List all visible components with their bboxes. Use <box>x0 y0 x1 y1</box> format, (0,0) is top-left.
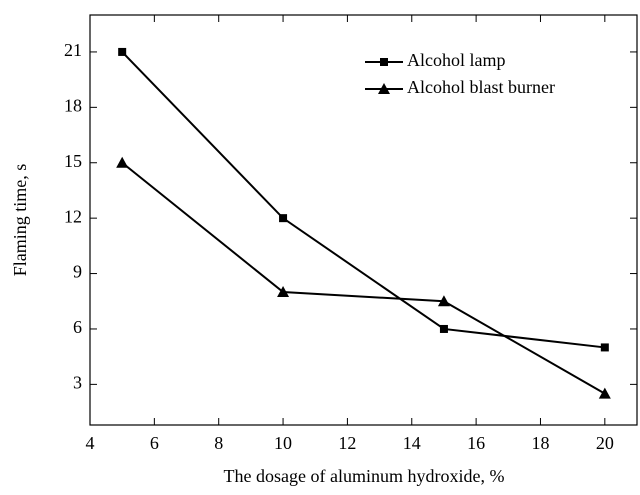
marker <box>279 214 288 223</box>
y-tick-label: 12 <box>64 206 82 226</box>
x-tick-label: 20 <box>596 433 614 453</box>
x-axis-label: The dosage of aluminum hydroxide, % <box>224 466 505 486</box>
legend-label: Alcohol blast burner <box>407 77 555 97</box>
marker <box>437 295 450 307</box>
x-tick-label: 12 <box>338 433 356 453</box>
x-tick-label: 6 <box>150 433 159 453</box>
x-tick-label: 14 <box>403 433 421 453</box>
marker <box>116 156 129 168</box>
marker <box>277 286 290 298</box>
y-tick-label: 18 <box>64 95 82 115</box>
y-tick-label: 21 <box>64 40 82 60</box>
marker <box>378 83 390 94</box>
y-tick-label: 9 <box>73 262 82 282</box>
marker <box>118 47 127 56</box>
marker <box>598 387 611 399</box>
y-tick-label: 6 <box>73 317 82 337</box>
series-line <box>121 51 605 349</box>
x-tick-label: 8 <box>214 433 223 453</box>
x-tick-label: 10 <box>274 433 292 453</box>
marker <box>600 343 609 352</box>
y-tick-label: 15 <box>64 151 82 171</box>
marker <box>380 58 388 66</box>
x-tick-label: 16 <box>467 433 485 453</box>
plot-frame <box>89 14 638 426</box>
series-line <box>121 161 606 395</box>
x-tick-label: 4 <box>86 433 95 453</box>
y-tick-label: 3 <box>73 372 82 392</box>
legend-label: Alcohol lamp <box>407 50 505 70</box>
x-tick-label: 18 <box>531 433 549 453</box>
marker <box>439 324 448 333</box>
y-axis-label: Flaming time, s <box>10 164 30 277</box>
